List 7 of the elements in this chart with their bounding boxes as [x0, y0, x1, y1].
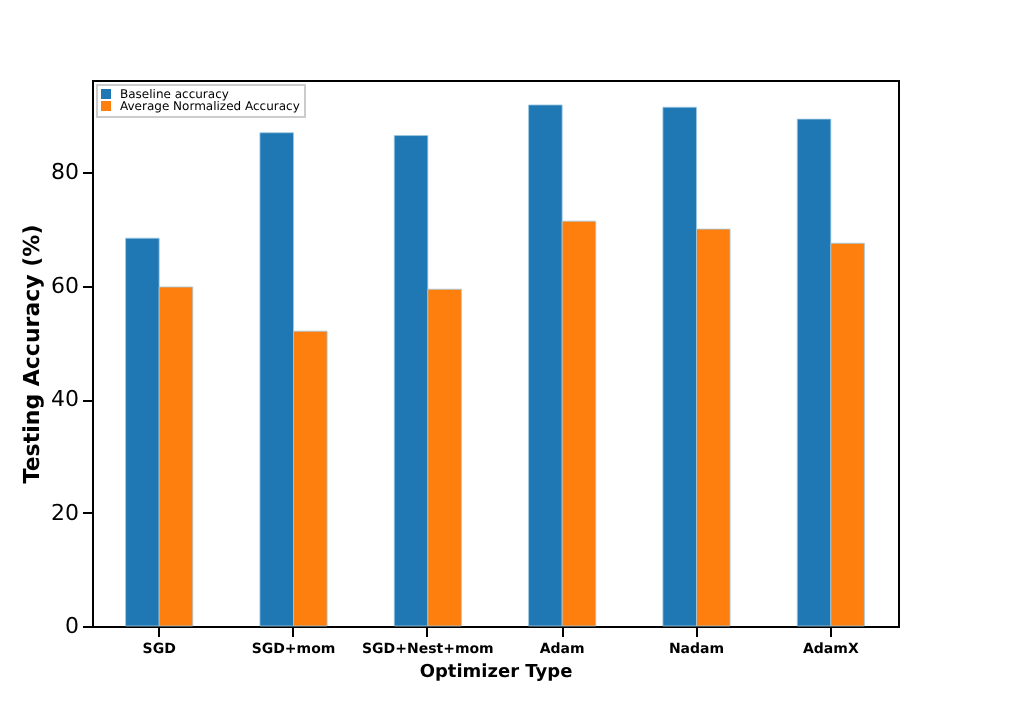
y-tick-label: 60 — [51, 272, 79, 299]
y-tick-label: 80 — [51, 159, 79, 186]
x-axis-title: Optimizer Type — [419, 663, 573, 683]
y-axis-title: Testing Accuracy (%) — [19, 224, 46, 484]
y-tick-label: 40 — [51, 386, 79, 413]
y-tick-label: 0 — [65, 613, 79, 639]
y-tick-label: 20 — [51, 499, 79, 526]
